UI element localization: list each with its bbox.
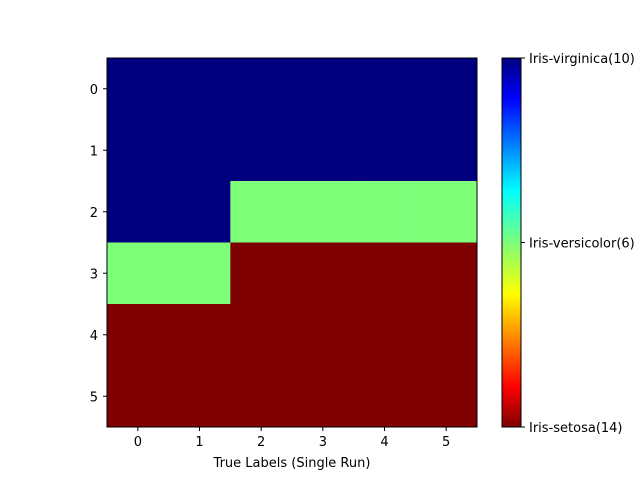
colorbar-label: Iris-versicolor(6) — [529, 237, 635, 252]
x-tick-label: 3 — [319, 435, 327, 450]
heatmap-cell-r5-c1 — [168, 365, 231, 428]
axes: 0 1 2 3 4 5 0 1 2 3 4 5 — [90, 57, 478, 450]
colorbar-label: Iris-virginica(10) — [529, 52, 635, 67]
heatmap-cell-r1-c5 — [415, 119, 478, 182]
heatmap-cell-r3-c5 — [415, 242, 478, 305]
heatmap-cell-r0-c5 — [415, 58, 478, 120]
colorbar-label: Iris-setosa(14) — [529, 421, 623, 436]
heatmap-cell-r2-c5 — [415, 181, 478, 243]
heatmap-cell-r4-c0 — [107, 304, 170, 366]
colorbar: Iris-setosa(14) Iris-versicolor(6) Iris-vi… — [501, 52, 635, 436]
y-tick-label: 4 — [90, 329, 98, 344]
heatmap-cell-r0-c3 — [292, 58, 355, 120]
heatmap-cell-r4-c2 — [230, 304, 293, 366]
heatmap-cell-r4-c3 — [292, 304, 355, 366]
heatmap-cell-r2-c4 — [353, 181, 416, 243]
x-tick-label: 0 — [134, 435, 142, 450]
heatmap-cell-r4-c1 — [168, 304, 231, 366]
heatmap-cell-r4-c5 — [415, 304, 478, 366]
colorbar-gradient — [501, 57, 522, 428]
heatmap-cell-r5-c2 — [230, 365, 293, 428]
heatmap-cell-r1-c4 — [353, 119, 416, 182]
plot-frame — [106, 57, 478, 428]
heatmap-cell-r2-c0 — [107, 181, 170, 243]
heatmap-cell-r3-c3 — [292, 242, 355, 305]
heatmap-cell-r3-c1 — [168, 242, 231, 305]
x-tick-label: 4 — [380, 435, 388, 450]
heatmap-cell-r0-c1 — [168, 58, 231, 120]
x-axis-label: True Labels (Single Run) — [213, 456, 371, 471]
y-tick-label: 2 — [90, 206, 98, 221]
y-tick-label: 3 — [90, 267, 98, 282]
x-tick-label: 1 — [195, 435, 203, 450]
heatmap-cell-r1-c3 — [292, 119, 355, 182]
x-tick-label: 2 — [257, 435, 265, 450]
heatmap-cell-r0-c4 — [353, 58, 416, 120]
heatmap-cell-r5-c5 — [415, 365, 478, 428]
y-tick-label: 0 — [90, 83, 98, 98]
heatmap-cell-r2-c2 — [230, 181, 293, 243]
heatmap-cell-r2-c3 — [292, 181, 355, 243]
heatmap-cell-r3-c2 — [230, 242, 293, 305]
heatmap-cell-r3-c4 — [353, 242, 416, 305]
heatmap-cell-r2-c1 — [168, 181, 231, 243]
heatmap-cell-r1-c2 — [230, 119, 293, 182]
y-tick-label: 1 — [90, 144, 98, 159]
y-tick-label: 5 — [90, 390, 98, 405]
heatmap-cell-r5-c0 — [107, 365, 170, 428]
heatmap-cell-r5-c3 — [292, 365, 355, 428]
heatmap-cell-r5-c4 — [353, 365, 416, 428]
heatmap-cell-r4-c4 — [353, 304, 416, 366]
heatmap-cell-r0-c0 — [107, 58, 170, 120]
heatmap-cells — [107, 58, 478, 428]
heatmap-cell-r0-c2 — [230, 58, 293, 120]
heatmap-cell-r1-c1 — [168, 119, 231, 182]
heatmap-cell-r1-c0 — [107, 119, 170, 182]
x-tick-label: 5 — [442, 435, 450, 450]
heatmap-cell-r3-c0 — [107, 242, 170, 305]
